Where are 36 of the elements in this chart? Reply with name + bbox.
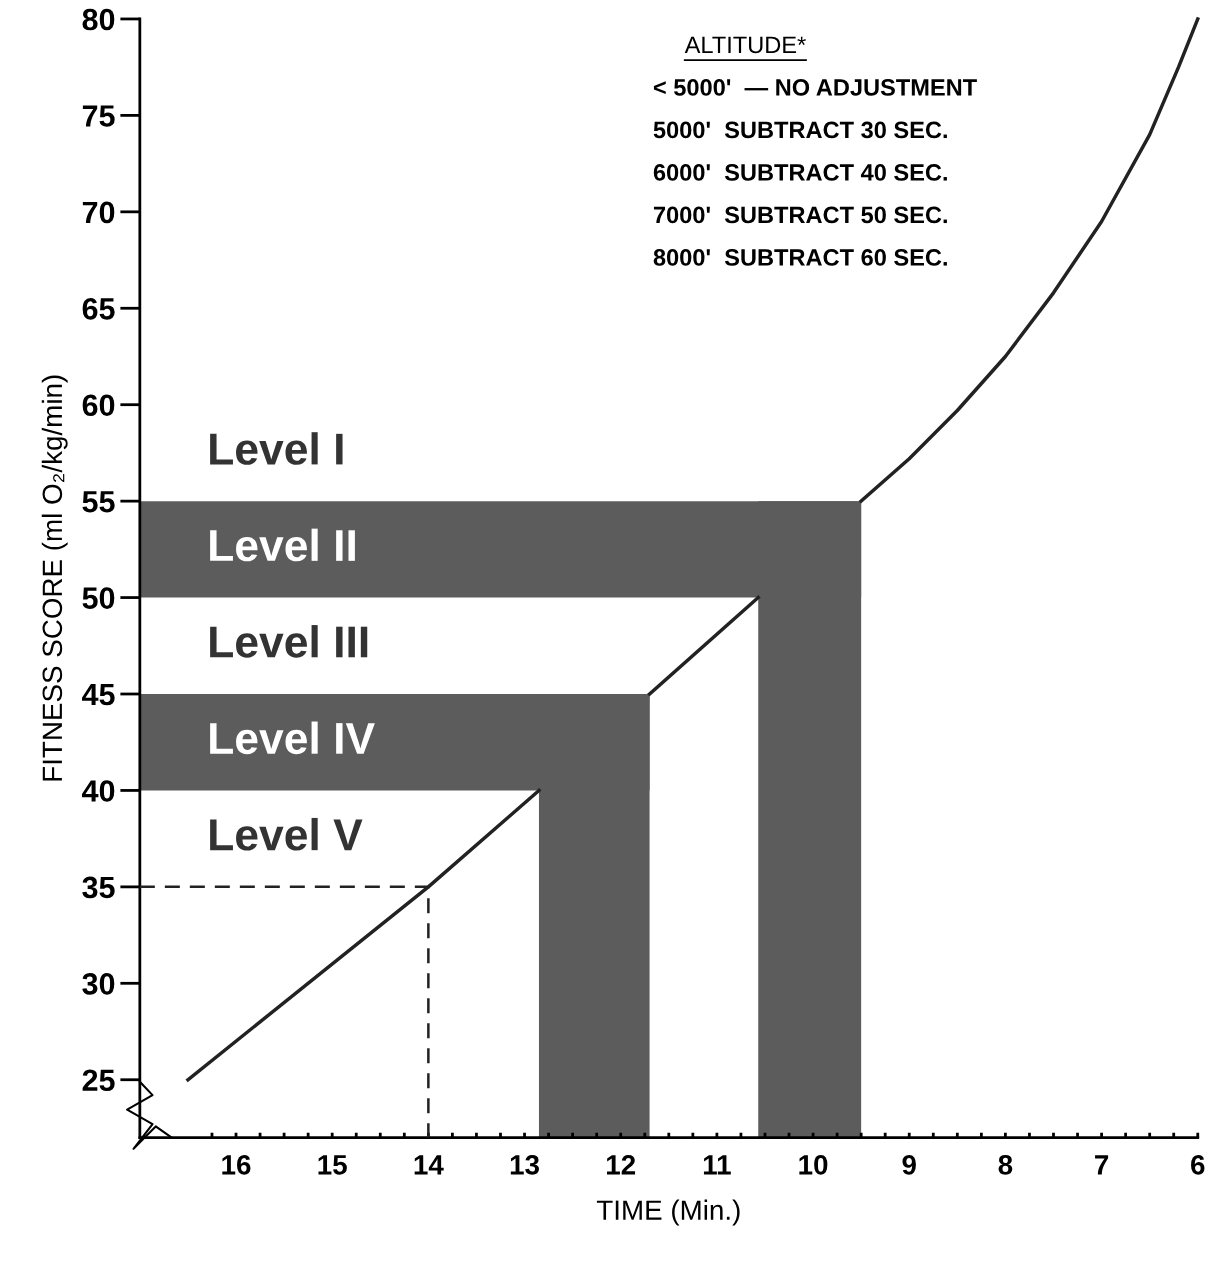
x-tick-label: 15: [318, 1155, 347, 1175]
y-tick-label: 70: [82, 201, 115, 224]
x-tick-label: 14: [414, 1155, 444, 1175]
annotation: 8000' SUBTRACT 60 SEC.: [653, 249, 947, 266]
annotation: ALTITUDE*: [684, 36, 806, 54]
y-axis-title: FITNESS SCORE (ml O₂/kg/min): [41, 375, 68, 781]
band-label: Level II: [210, 528, 355, 562]
x-tick-label: 9: [902, 1155, 916, 1175]
y-tick-label: 30: [82, 973, 115, 995]
x-tick-label: 6: [1191, 1155, 1205, 1175]
y-tick-label: 55: [82, 491, 115, 513]
y-tick-label: 80: [82, 8, 115, 31]
x-tick-label: 10: [799, 1155, 828, 1175]
annotation: 6000' SUBTRACT 40 SEC.: [653, 164, 947, 181]
y-tick-label: 50: [82, 587, 115, 609]
x-tick-label: 11: [703, 1155, 731, 1175]
y-tick-label: 60: [82, 394, 115, 417]
y-tick-label: 40: [82, 780, 115, 802]
annotation: Level I: [210, 432, 343, 465]
y-tick-label: 35: [82, 876, 115, 899]
y-tick-label: 45: [82, 684, 115, 706]
band-label: Level IV: [210, 721, 375, 755]
x-tick-label: 7: [1095, 1155, 1109, 1175]
x-tick-label: 12: [607, 1155, 636, 1175]
x-tick-label: 13: [510, 1155, 539, 1175]
annotation: Level V: [210, 817, 363, 851]
x-axis-title: TIME (Min.): [596, 1199, 740, 1226]
x-tick-label: 16: [222, 1155, 251, 1175]
annotation: < 5000' — NO ADJUSTMENT: [653, 79, 977, 96]
x-tick-label: 8: [998, 1155, 1013, 1175]
annotation: Level III: [210, 625, 368, 658]
y-tick-label: 65: [82, 298, 115, 320]
annotation: 7000' SUBTRACT 50 SEC.: [653, 206, 947, 224]
y-tick-label: 25: [82, 1069, 115, 1092]
y-tick-label: 75: [82, 105, 115, 127]
annotation: 5000' SUBTRACT 30 SEC.: [653, 121, 947, 139]
